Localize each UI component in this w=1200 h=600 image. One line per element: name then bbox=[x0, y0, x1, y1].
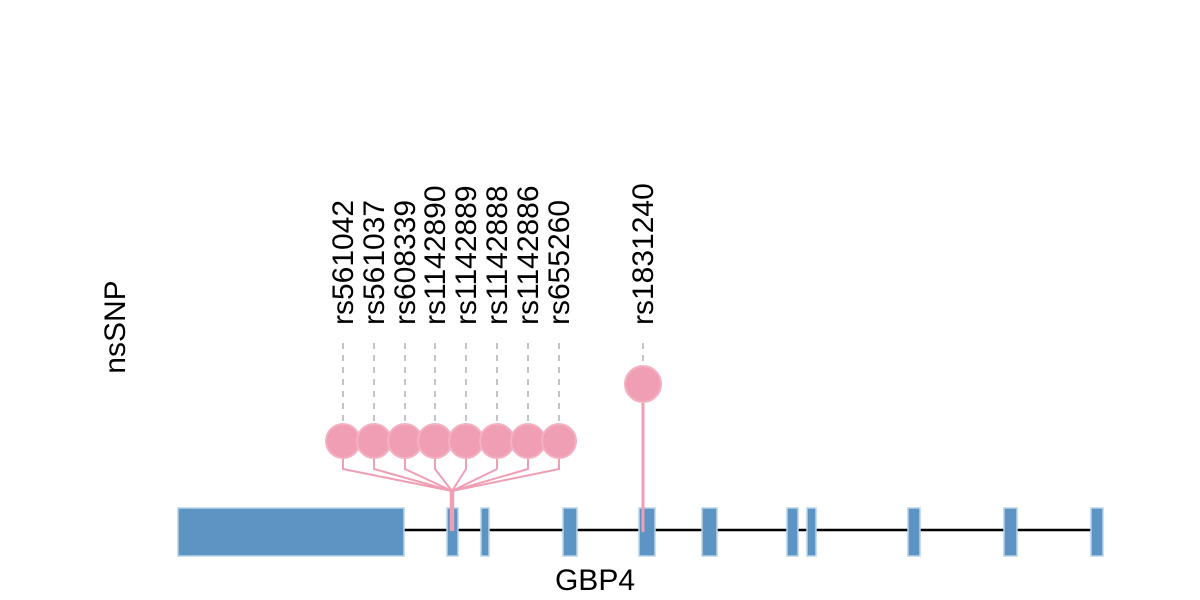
exon-box-8 bbox=[806, 507, 817, 557]
snp-label-rs608339: rs608339 bbox=[389, 200, 422, 325]
exon-box-9 bbox=[907, 507, 921, 557]
connector-rs561042 bbox=[342, 458, 453, 492]
exon-box-6 bbox=[701, 507, 718, 557]
connector-rs1142889 bbox=[451, 458, 467, 492]
snp-circle-rs1142886 bbox=[510, 423, 546, 459]
snp-circle-rs561042 bbox=[325, 423, 361, 459]
exon-box-3 bbox=[480, 507, 490, 557]
snp-circle-rs1142890 bbox=[417, 423, 453, 459]
snp-label-rs1142886: rs1142886 bbox=[512, 185, 545, 325]
track-label-nssnp: nsSNP bbox=[99, 280, 132, 373]
snp-circle-rs655260 bbox=[541, 423, 577, 459]
snp-circle-rs608339 bbox=[387, 423, 423, 459]
snp-label-rs561042: rs561042 bbox=[327, 200, 360, 325]
lollipop-stem-layer bbox=[342, 401, 645, 532]
connector-rs1142888 bbox=[451, 458, 498, 492]
snp-label-rs655260: rs655260 bbox=[543, 200, 576, 325]
exon-box-10 bbox=[1003, 507, 1018, 557]
exon-box-1 bbox=[177, 507, 405, 557]
snp-label-rs1831240: rs1831240 bbox=[627, 183, 660, 325]
connector-rs1142886 bbox=[451, 458, 529, 492]
snp-circle-rs1142888 bbox=[479, 423, 515, 459]
snp-circle-rs1831240 bbox=[624, 365, 662, 403]
exon-box-4 bbox=[562, 507, 578, 557]
label-dash-layer bbox=[342, 343, 644, 422]
exon-box-7 bbox=[786, 507, 799, 557]
gene-model-layer bbox=[177, 507, 1104, 557]
snp-label-rs1142889: rs1142889 bbox=[450, 185, 483, 325]
connector-rs1142890 bbox=[434, 458, 453, 492]
gene-label-gbp4: GBP4 bbox=[555, 564, 635, 597]
snp-label-rs1142890: rs1142890 bbox=[419, 185, 452, 325]
snp-label-layer: rs561042rs561037rs608339rs1142890rs11428… bbox=[327, 183, 660, 325]
snp-circle-rs1142889 bbox=[448, 423, 484, 459]
snp-label-rs561037: rs561037 bbox=[358, 200, 391, 325]
snp-label-rs1142888: rs1142888 bbox=[481, 185, 514, 325]
exon-box-5 bbox=[638, 507, 656, 557]
connector-rs608339 bbox=[404, 458, 453, 492]
connector-rs655260 bbox=[451, 458, 560, 492]
snp-circle-rs561037 bbox=[356, 423, 392, 459]
connector-rs561037 bbox=[373, 458, 453, 492]
lollipop-circle-layer bbox=[325, 365, 662, 459]
exon-box-11 bbox=[1090, 507, 1104, 557]
